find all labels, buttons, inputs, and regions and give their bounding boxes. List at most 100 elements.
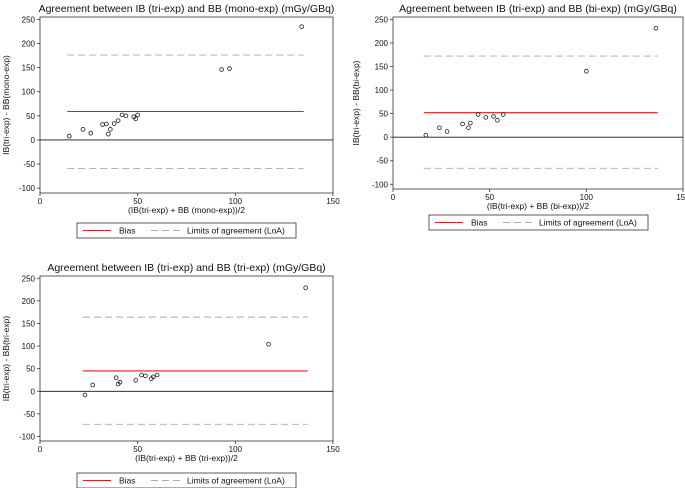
chart1-legend-bias-label: Bias — [471, 218, 488, 228]
chart0-data-point — [135, 112, 140, 118]
chart2-legend-bias-label: Bias — [119, 476, 136, 486]
chart0-data-point — [88, 130, 94, 136]
chart1-legend-box — [428, 214, 649, 231]
chart2-data-point — [303, 285, 308, 291]
chart0-data-point — [67, 133, 72, 139]
chart0-legend-loa-label: Limits of agreement (LoA) — [187, 226, 285, 236]
chart0-y-tick-label: 0 — [31, 136, 36, 145]
chart2-data-point — [154, 372, 160, 378]
chart0-x-tick-label: 0 — [38, 197, 43, 206]
chart2-data-point — [143, 373, 148, 379]
chart1-data-point — [460, 121, 465, 127]
chart0-y-axis-label: IB(tri-exp) - BB(mono-exp) — [1, 55, 11, 155]
bland-altman-chart-mono-exp: Agreement between IB (tri-exp) and BB (m… — [1, 3, 340, 239]
chart0-y-tick-label: -50 — [23, 160, 35, 169]
chart2-data-point — [150, 374, 156, 380]
chart0-title: Agreement between IB (tri-exp) and BB (m… — [39, 3, 335, 15]
chart0-x-tick-label: 100 — [229, 197, 243, 206]
chart2-legend-loa-label: Limits of agreement (LoA) — [187, 476, 285, 486]
chart0-data-point — [133, 116, 139, 122]
chart2-data-point — [133, 378, 139, 383]
chart0-legend-box — [76, 222, 297, 239]
chart1-data-point — [491, 114, 496, 119]
chart2-x-tick-label: 100 — [229, 445, 243, 454]
chart1-x-tick-label: 50 — [485, 193, 494, 202]
chart0-x-tick-label: 50 — [133, 197, 142, 206]
chart0-x-axis-label: (IB(tri-exp) + BB (mono-exp))/2 — [128, 205, 245, 215]
chart1-legend-loa-label: Limits of agreement (LoA) — [539, 218, 637, 228]
chart1-data-point — [584, 68, 589, 74]
chart1-data-point — [483, 115, 489, 120]
chart0-y-tick-label: 200 — [22, 40, 36, 49]
chart1-data-point — [495, 117, 500, 123]
chart2-y-tick-label: 100 — [22, 342, 36, 351]
chart1-y-tick-label: 100 — [375, 86, 389, 95]
chart2-data-point — [113, 375, 119, 381]
chart0-y-tick-label: 100 — [22, 88, 36, 97]
chart0-data-point — [115, 118, 121, 123]
chart1-data-point — [423, 132, 429, 138]
chart1-data-point — [437, 125, 442, 131]
chart1-y-tick-label: 200 — [375, 39, 389, 48]
chart0-y-tick-label: -100 — [19, 184, 36, 193]
chart2-data-point — [82, 392, 88, 398]
chart2-plot-frame — [39, 275, 334, 442]
chart2-x-tick-label: 0 — [38, 445, 43, 454]
chart1-x-tick-label: 0 — [391, 193, 396, 202]
chart0-y-tick-label: 50 — [26, 112, 35, 121]
chart1-y-tick-label: -50 — [376, 157, 388, 166]
chart1-data-point — [475, 112, 481, 117]
chart-panel-mono-exp: Agreement between IB (tri-exp) and BB (m… — [0, 0, 340, 240]
chart0-legend-bias-label: Bias — [119, 226, 136, 236]
chart0-data-point — [106, 131, 111, 137]
chart1-y-tick-label: 50 — [379, 110, 388, 119]
chart0-plot-frame — [39, 16, 334, 194]
chart1-data-point — [466, 125, 471, 131]
chart2-y-tick-label: 0 — [31, 387, 36, 396]
chart1-y-tick-label: 0 — [384, 133, 389, 142]
chart2-y-tick-label: 200 — [22, 297, 36, 306]
chart0-data-point — [111, 121, 117, 126]
chart0-data-point — [104, 121, 109, 127]
chart2-x-axis-label: (IB(tri-exp) + BB (tri-exp))/2 — [135, 453, 238, 463]
chart2-x-tick-label: 150 — [326, 445, 340, 454]
chart2-data-point — [90, 382, 96, 388]
chart1-x-axis-label: (IB(tri-exp) + BB (bi-exp))/2 — [487, 201, 590, 211]
chart1-data-point — [444, 129, 450, 134]
chart0-data-point — [219, 67, 224, 72]
bland-altman-chart-bi-exp: Agreement between IB (tri-exp) and BB (b… — [351, 3, 685, 231]
chart2-y-axis-label: IB(tri-exp) - BB(tri-exp) — [1, 316, 11, 402]
chart0-y-tick-label: 250 — [22, 15, 36, 24]
chart1-data-point — [653, 26, 659, 31]
chart2-y-tick-label: 50 — [26, 365, 35, 374]
chart1-data-point — [468, 120, 473, 126]
chart2-data-point — [117, 379, 123, 385]
chart1-y-axis-label: IB(tri-exp) - BB(bi-exp) — [351, 60, 361, 145]
chart1-data-point — [500, 112, 506, 117]
chart2-legend-box — [76, 472, 297, 488]
chart0-data-point — [299, 24, 305, 29]
chart2-y-tick-label: 150 — [22, 319, 36, 328]
chart0-x-tick-label: 150 — [326, 197, 340, 206]
chart1-plot-frame — [392, 16, 684, 190]
chart0-data-point — [227, 66, 232, 71]
chart2-title: Agreement between IB (tri-exp) and BB (t… — [47, 262, 325, 274]
chart0-data-point — [108, 127, 113, 132]
chart1-title: Agreement between IB (tri-exp) and BB (b… — [399, 3, 677, 15]
chart1-x-tick-label: 100 — [580, 193, 594, 202]
chart1-y-tick-label: 150 — [375, 62, 389, 71]
chart2-y-tick-label: -50 — [23, 410, 35, 419]
chart2-x-tick-label: 50 — [133, 445, 142, 454]
chart2-y-tick-label: -100 — [19, 432, 36, 441]
bland-altman-chart-tri-exp: Agreement between IB (tri-exp) and BB (t… — [1, 262, 340, 488]
chart2-y-tick-label: 250 — [22, 274, 36, 283]
chart0-data-point — [80, 127, 86, 132]
chart0-y-tick-label: 150 — [22, 64, 36, 73]
chart1-x-tick-label: 150 — [676, 193, 685, 202]
chart1-y-tick-label: 250 — [375, 15, 389, 24]
chart2-data-point — [266, 341, 271, 347]
chart0-data-point — [123, 113, 129, 119]
chart-panel-bi-exp: Agreement between IB (tri-exp) and BB (b… — [350, 0, 685, 240]
chart1-y-tick-label: -100 — [372, 180, 389, 189]
chart-panel-tri-exp: Agreement between IB (tri-exp) and BB (t… — [0, 258, 340, 488]
